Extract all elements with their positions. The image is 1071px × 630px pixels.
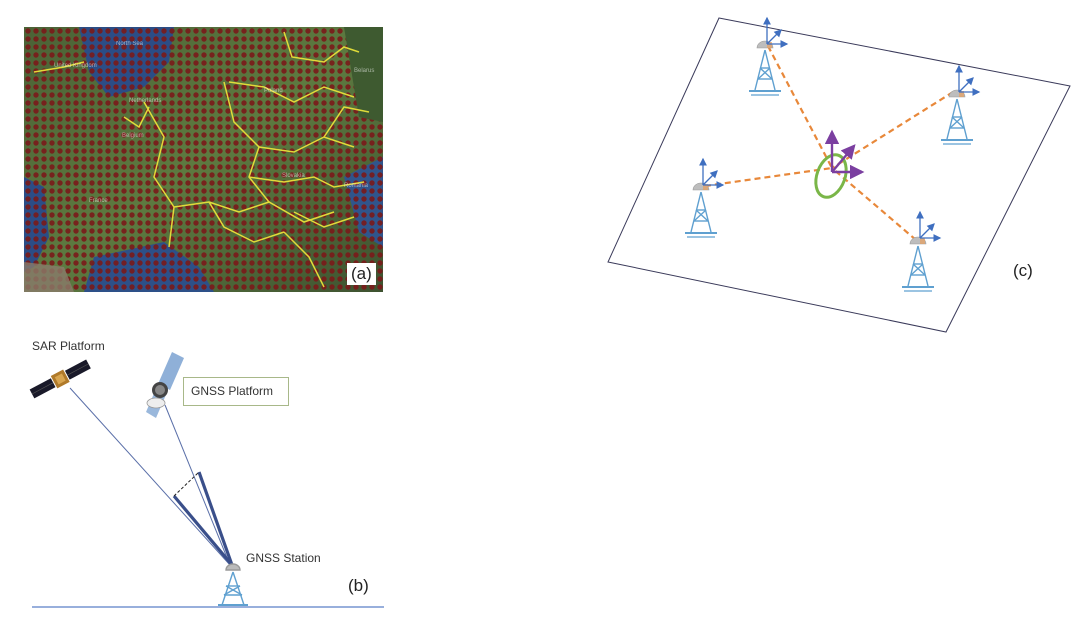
map-image: North Sea United Kingdom Netherlands Bel… [24,27,383,292]
panel-b-drawing [29,352,384,608]
station-axes-icon-2 [959,66,979,92]
station-tower-icon-3 [684,182,718,238]
svg-text:North Sea: North Sea [116,41,144,47]
station-axes-icon-4 [920,212,940,238]
ground-plane [607,17,1071,333]
svg-text:Poland: Poland [264,88,283,94]
svg-text:Slovakia: Slovakia [282,173,305,179]
panel-a-label: (a) [347,263,376,285]
svg-text:Belarus: Belarus [354,68,374,74]
sar-satellite-icon [29,359,91,399]
panel-c-label: (c) [1013,261,1033,280]
gnss-platform-label: GNSS Platform [183,377,289,406]
svg-text:Belgium: Belgium [122,133,144,139]
panel-c-drawing [607,0,1071,333]
panel-c-network: (c) [600,0,1071,340]
station-tower-icon-1 [748,40,782,96]
svg-text:Netherlands: Netherlands [129,98,161,104]
panel-a-map: North Sea United Kingdom Netherlands Bel… [24,27,383,292]
country-borders [33,31,370,288]
sar-platform-label: SAR Platform [32,339,105,353]
station-axes-icon-3 [703,159,723,185]
panel-b-label: (b) [348,576,369,595]
station-tower-icon-2 [940,89,974,145]
panel-b-geometry: SAR Platform GNSS Platform GNSS Station … [0,330,400,625]
baseline-links [704,45,954,241]
gnss-station-label: GNSS Station [246,551,321,565]
station-tower-icon-4 [901,236,935,292]
gnss-satellite-icon [146,352,184,418]
gnss-station-tower-icon [218,563,248,606]
svg-text:Romania: Romania [344,183,369,189]
error-ellipse [814,153,848,199]
svg-text:France: France [89,198,108,204]
center-axes-icon [824,129,865,180]
svg-text:United Kingdom: United Kingdom [54,63,97,69]
